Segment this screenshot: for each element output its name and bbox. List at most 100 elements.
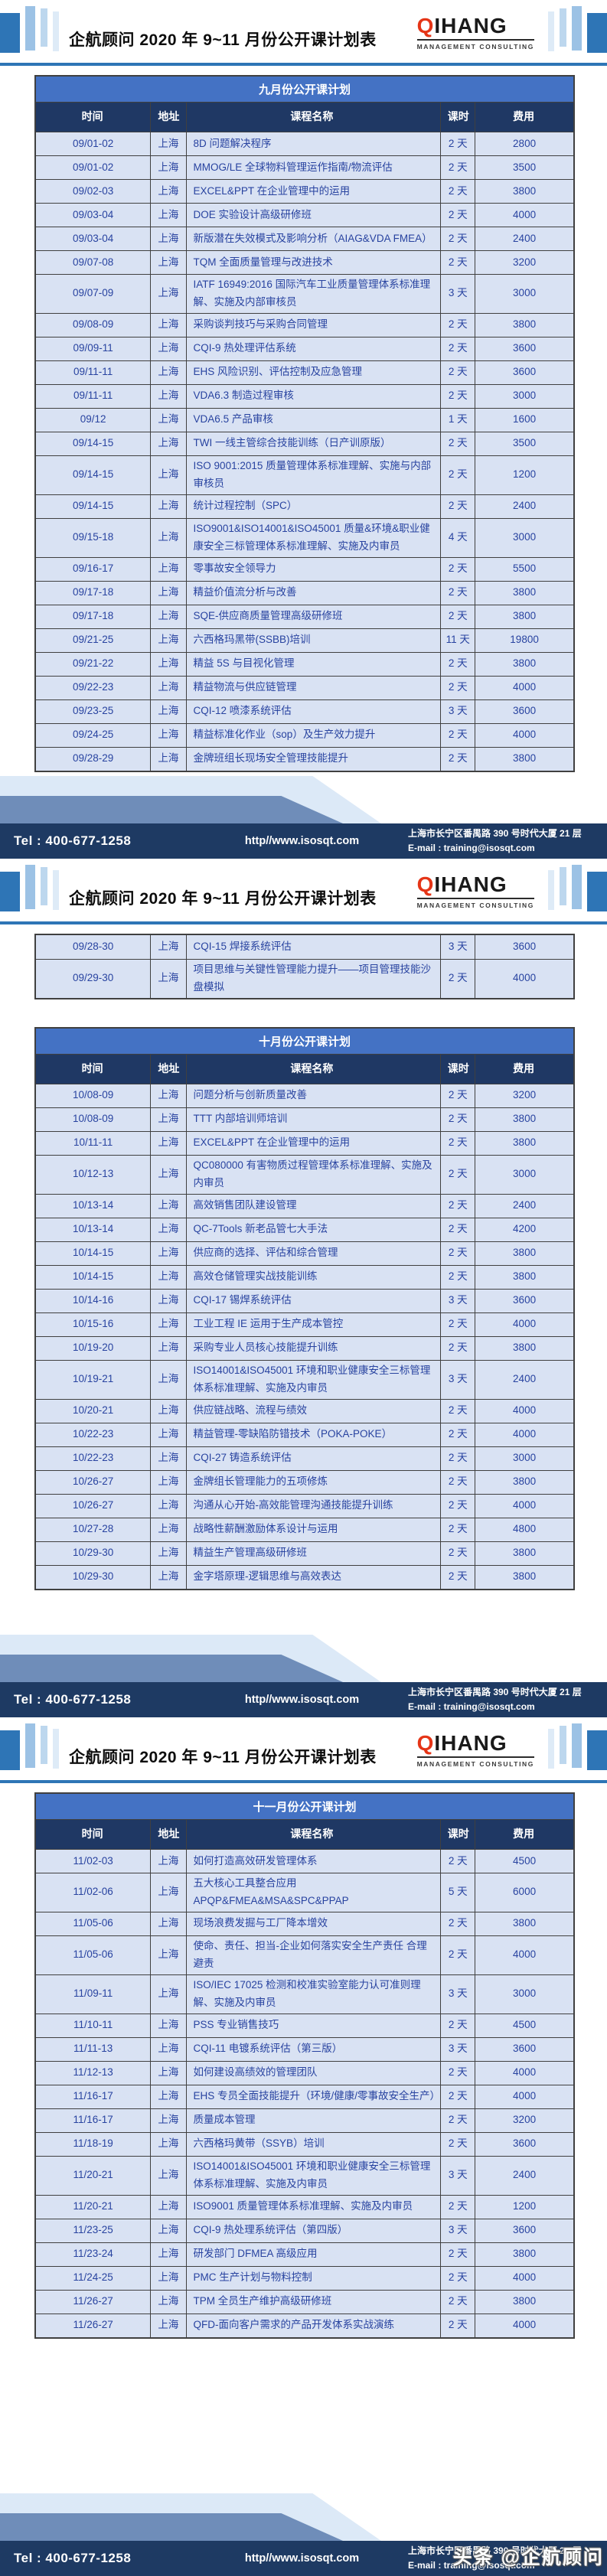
footer-email: E-mail : training@isosqt.com <box>408 1701 535 1712</box>
cell-city: 上海 <box>151 407 187 432</box>
cell-days: 2 天 <box>441 203 476 227</box>
table-row: 10/08-09 上海 TTT 内部培训师培训 2 天 3800 <box>36 1107 573 1131</box>
cell-city: 上海 <box>151 1193 187 1218</box>
cell-course: CQI-9 热处理系统评估（第四版） <box>186 2218 442 2242</box>
cell-time: 10/29-30 <box>36 1541 152 1565</box>
cell-course: 质量成本管理 <box>186 2108 442 2132</box>
tables-container: 十一月份公开课计划 时间 地址 课程名称 课时 费用 11/02-03 上海 如何打造高效研发管… <box>34 1792 575 2339</box>
cell-fee: 4500 <box>475 1849 573 1873</box>
cell-course: 8D 问题解决程序 <box>186 132 442 155</box>
cell-course: 六西格玛黑带(SSBB)培训 <box>186 628 442 652</box>
cell-fee: 2400 <box>475 1359 573 1399</box>
cell-fee: 3800 <box>475 179 573 203</box>
table-row: 09/07-08 上海 TQM 全面质量管理与改进技术 2 天 3200 <box>36 250 573 274</box>
footer-email: E-mail : training@isosqt.com <box>408 2560 535 2571</box>
column-header: 费用 <box>513 110 535 123</box>
cell-days: 2 天 <box>441 2013 476 2037</box>
cell-days: 2 天 <box>441 1193 476 1218</box>
cell-course: SQE-供应商质量管理高级研修班 <box>186 604 442 628</box>
cell-course: 采购专业人员核心技能提升训练 <box>186 1335 442 1360</box>
cell-time: 09/08-09 <box>36 312 152 337</box>
table-row: 11/23-24 上海 研发部门 DFMEA 高级应用 2 天 3800 <box>36 2242 573 2266</box>
cell-days: 2 天 <box>441 1154 476 1194</box>
cell-time: 09/17-18 <box>36 580 152 605</box>
cell-fee: 3500 <box>475 155 573 179</box>
cell-fee: 4000 <box>475 2265 573 2290</box>
cell-course: 零事故安全领导力 <box>186 556 442 581</box>
cell-fee: 2400 <box>475 227 573 250</box>
header-decoration-left <box>0 1723 59 1770</box>
cell-city: 上海 <box>151 1264 187 1289</box>
cell-days: 2 天 <box>441 1264 476 1289</box>
cell-course: 五大核心工具整合应用 APQP&FMEA&MSA&SPC&PPAP <box>186 1873 442 1912</box>
page-footer: Tel : 400-677-1258 http//www.isosqt.com … <box>0 773 607 859</box>
cell-time: 09/21-22 <box>36 651 152 676</box>
cell-city: 上海 <box>151 2084 187 2108</box>
logo-brand: QIHANG <box>416 1733 534 1758</box>
footer-tel: Tel : 400-677-1258 <box>14 2551 132 2565</box>
cell-city: 上海 <box>151 722 187 747</box>
cell-city: 上海 <box>151 1312 187 1336</box>
cell-city: 上海 <box>151 155 187 179</box>
cell-fee: 3800 <box>475 312 573 337</box>
cell-course: 金牌班组长现场安全管理技能提升 <box>186 746 442 771</box>
table-row: 11/18-19 上海 六西格玛黄带（SSYB）培训 2 天 3600 <box>36 2131 573 2156</box>
cell-course: 战略性薪酬激励体系设计与运用 <box>186 1517 442 1541</box>
decor-bar <box>41 867 47 905</box>
cell-days: 2 天 <box>441 494 476 518</box>
cell-time: 10/13-14 <box>36 1193 152 1218</box>
cell-course: 项目思维与关键性管理能力提升——项目管理技能沙盘模拟 <box>186 959 442 998</box>
footer-diagonal-dark <box>0 2513 343 2541</box>
schedule-table: 十月份公开课计划 时间 地址 课程名称 课时 费用 10/08-09 上海 问题分析与创新质量改… <box>34 1026 575 1590</box>
cell-time: 10/19-21 <box>36 1359 152 1399</box>
table-row: 10/13-14 上海 高效销售团队建设管理 2 天 2400 <box>36 1193 573 1218</box>
cell-city: 上海 <box>151 2218 187 2242</box>
cell-time: 11/26-27 <box>36 2313 152 2337</box>
decor-bar <box>53 11 59 51</box>
decor-bar <box>572 6 582 51</box>
cell-city: 上海 <box>151 1446 187 1470</box>
cell-city: 上海 <box>151 2131 187 2156</box>
logo-letter-q: Q <box>416 14 435 37</box>
cell-city: 上海 <box>151 1517 187 1541</box>
cell-city: 上海 <box>151 1849 187 1873</box>
cell-city: 上海 <box>151 2036 187 2061</box>
cell-days: 2 天 <box>441 580 476 605</box>
table-row: 09/22-23 上海 精益物流与供应链管理 2 天 4000 <box>36 675 573 699</box>
table-row: 09/16-17 上海 零事故安全领导力 2 天 5500 <box>36 556 573 581</box>
cell-course: QFD-面向客户需求的产品开发体系实战演练 <box>186 2313 442 2337</box>
table-row: 11/09-11 上海 ISO/IEC 17025 检测和校准实验室能力认可准则理解… <box>36 1974 573 2014</box>
footer-contact-block: 上海市长宁区番禺路 390 号时代大厦 21 层 E-mail : traini… <box>408 2544 601 2572</box>
cell-days: 3 天 <box>441 1974 476 2014</box>
cell-fee: 4500 <box>475 2013 573 2037</box>
logo-brand: QIHANG <box>416 14 534 41</box>
cell-course: TQM 全面质量管理与改进技术 <box>186 250 442 274</box>
cell-city: 上海 <box>151 675 187 699</box>
column-header: 课时 <box>441 1820 476 1849</box>
cell-time: 10/26-27 <box>36 1493 152 1518</box>
cell-days: 2 天 <box>441 2060 476 2085</box>
table-row: 11/20-21 上海 ISO14001&ISO45001 环境和职业健康安全三标管… <box>36 2155 573 2195</box>
cell-fee: 3200 <box>475 2108 573 2132</box>
table-row: 09/03-04 上海 DOE 实验设计高级研修班 2 天 4000 <box>36 203 573 227</box>
tables-container: 09/28-30 上海 CQI-15 焊接系统评估 3 天 3600 09/29-30 上海… <box>34 934 575 1590</box>
cell-fee: 4000 <box>475 1493 573 1518</box>
cell-fee: 3600 <box>475 1288 573 1312</box>
cell-city: 上海 <box>151 2194 187 2219</box>
cell-fee: 3800 <box>475 1107 573 1131</box>
cell-city: 上海 <box>151 1154 187 1194</box>
cell-time: 11/05-06 <box>36 1911 152 1935</box>
cell-days: 2 天 <box>441 1911 476 1935</box>
cell-days: 2 天 <box>441 336 476 360</box>
cell-fee: 3000 <box>475 1154 573 1194</box>
cell-course: IATF 16949:2016 国际汽车工业质量管理体系标准理解、实施及内部审核… <box>186 274 442 313</box>
column-header: 课时 <box>441 103 476 132</box>
table-row: 10/14-15 上海 供应商的选择、评估和综合管理 2 天 3800 <box>36 1241 573 1265</box>
column-header: 地址 <box>151 1820 187 1849</box>
decor-bar <box>587 13 607 53</box>
page-header: 企航顾问 2020 年 9~11 月份公开课计划表 QIHANG MANAGEM… <box>0 1717 607 1783</box>
cell-fee: 4200 <box>475 1217 573 1241</box>
cell-city: 上海 <box>151 2242 187 2266</box>
cell-fee: 2800 <box>475 132 573 155</box>
cell-time: 09/16-17 <box>36 556 152 581</box>
